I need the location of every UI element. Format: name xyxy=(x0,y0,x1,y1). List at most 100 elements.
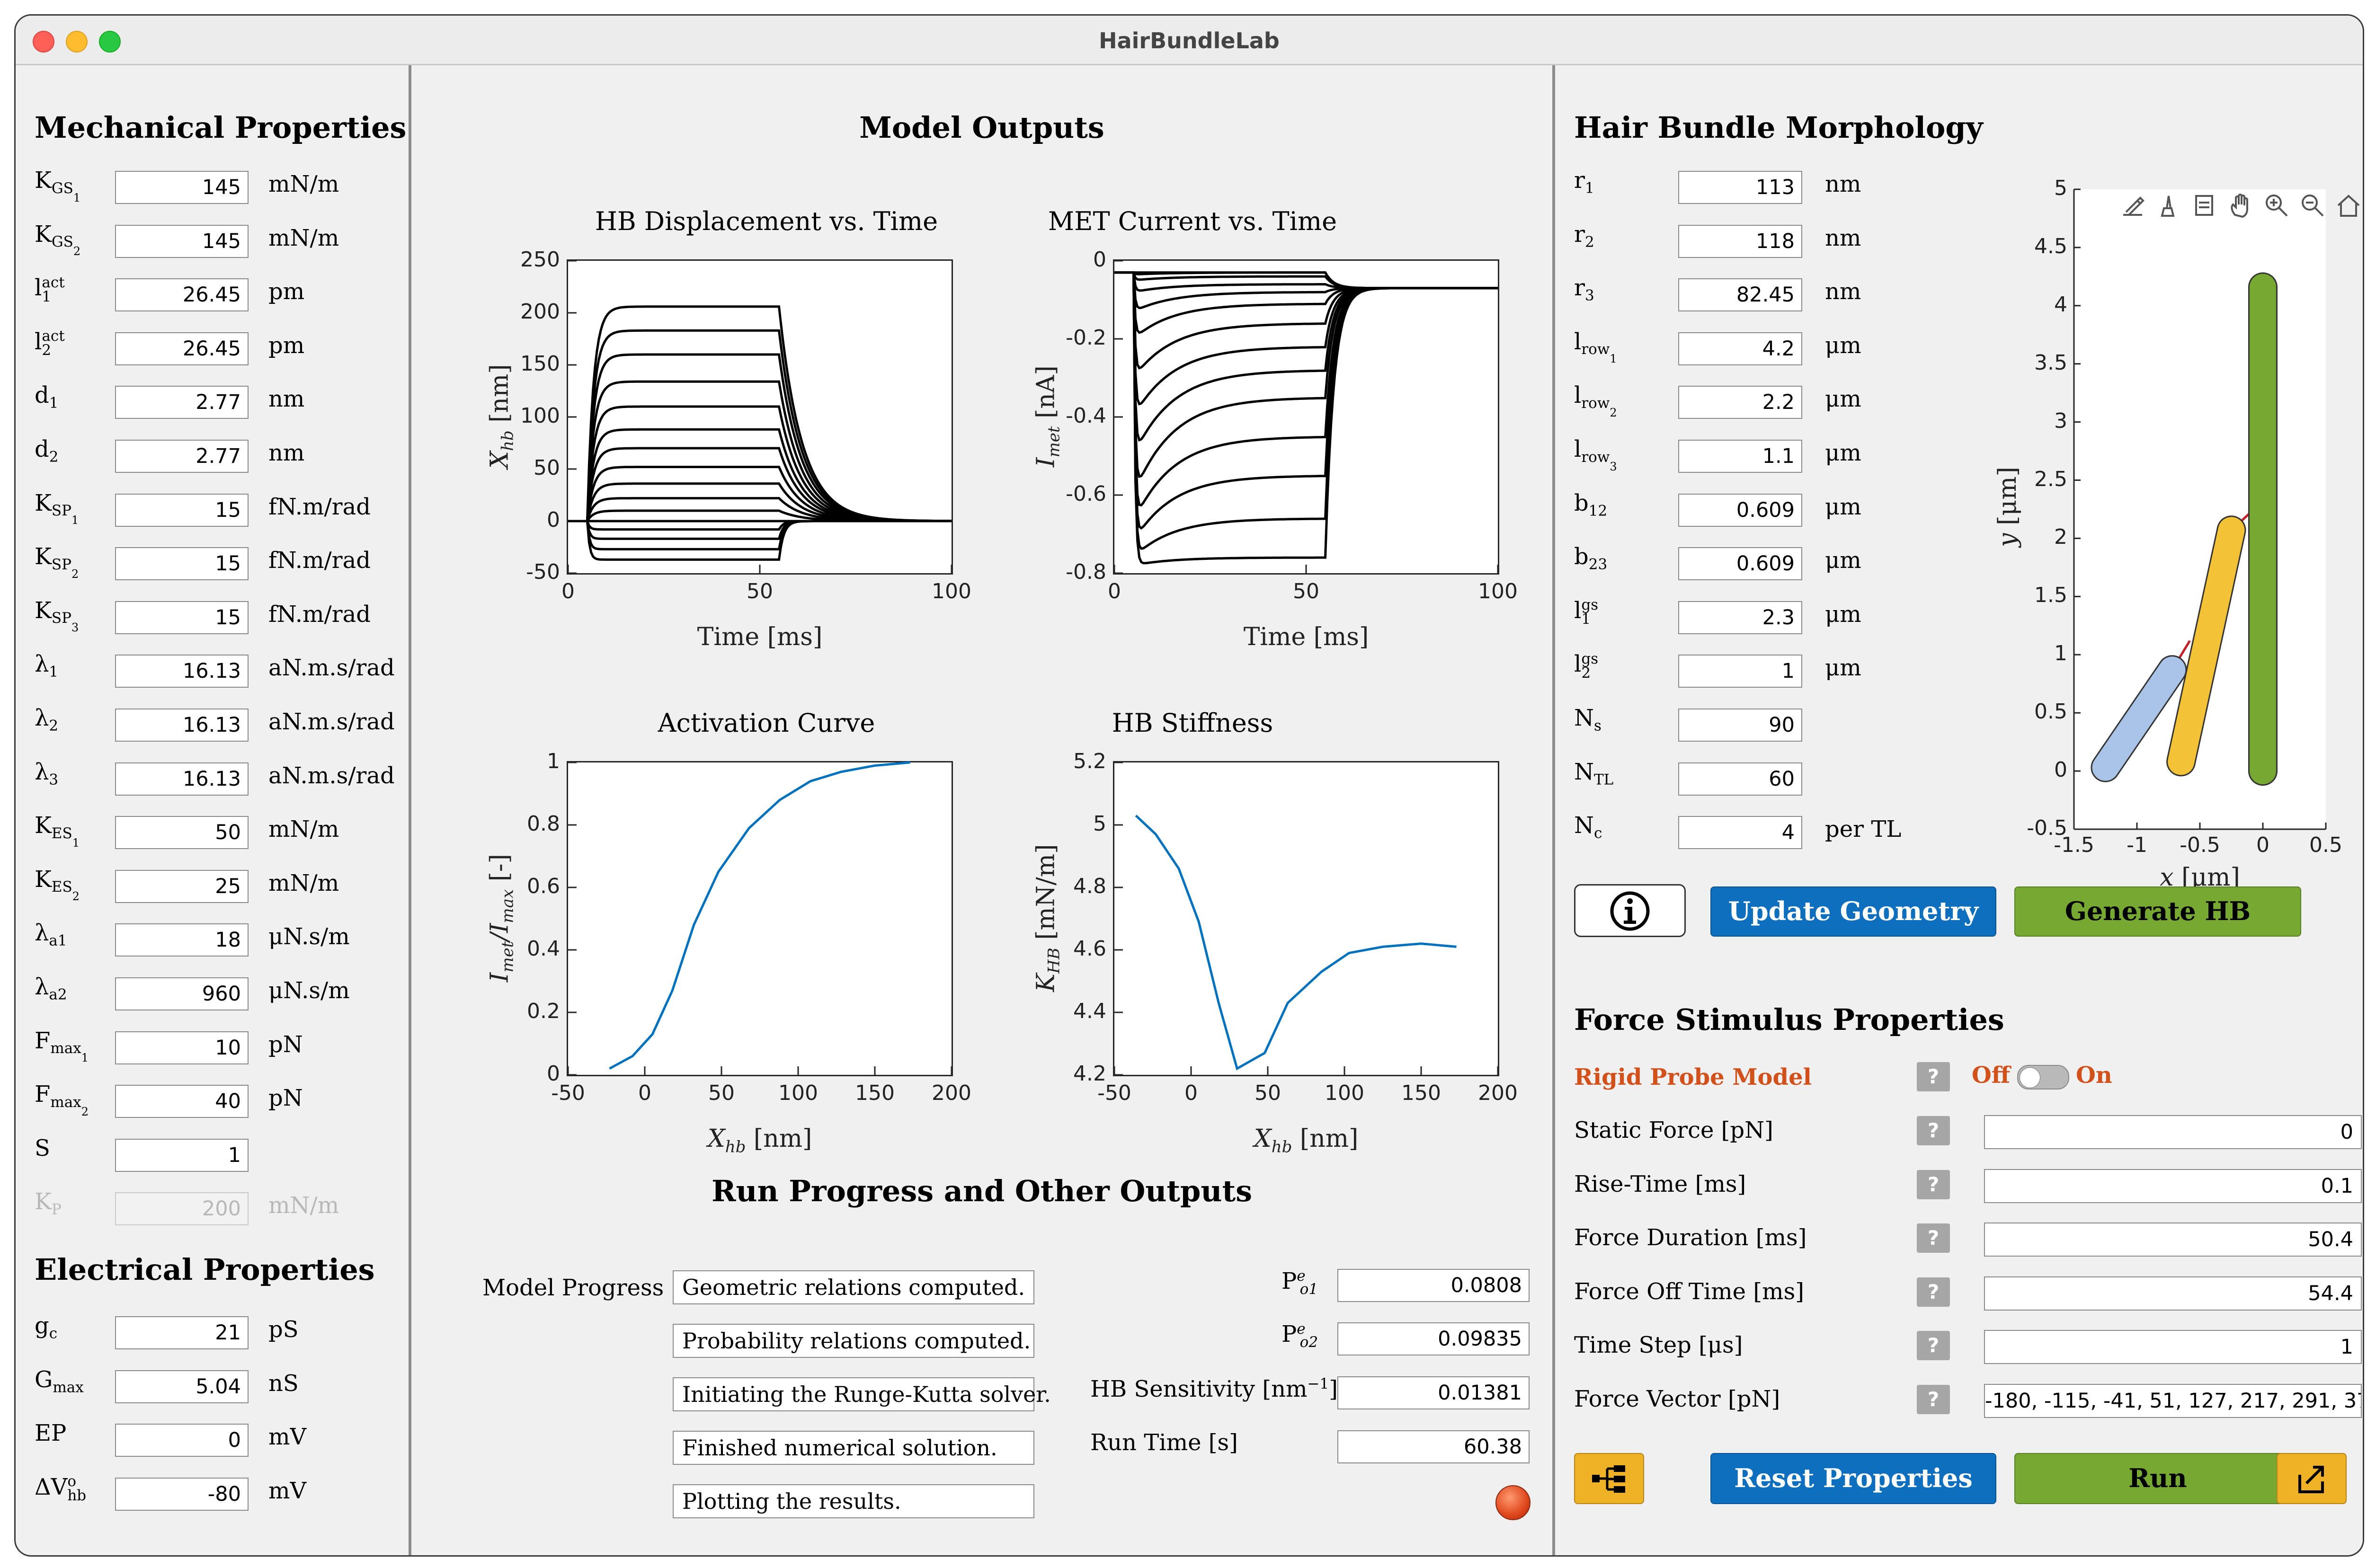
force-field-help-button-1[interactable]: ? xyxy=(1917,1169,1950,1199)
rigid-probe-toggle[interactable] xyxy=(2017,1065,2069,1090)
update-geometry-button[interactable]: Update Geometry xyxy=(1710,886,1996,937)
home-icon[interactable] xyxy=(2334,191,2363,220)
elec-input-1[interactable]: 5.04 xyxy=(115,1370,249,1403)
force-field-help-button-5[interactable]: ? xyxy=(1917,1385,1950,1414)
mech-input-0[interactable]: 145 xyxy=(115,171,249,204)
elec-input-3[interactable]: -80 xyxy=(115,1477,249,1511)
geometry-ytick-5: 2 xyxy=(2054,525,2067,549)
force-field-help-button-4[interactable]: ? xyxy=(1917,1331,1950,1361)
force-field-input-5[interactable]: -180, -115, -41, 51, 127, 217, 291, 37 xyxy=(1984,1384,2362,1418)
brush-edit-icon[interactable] xyxy=(2118,191,2147,220)
force-field-help-button-0[interactable]: ? xyxy=(1917,1116,1950,1145)
force-field-input-3[interactable]: 54.4 xyxy=(1984,1276,2362,1311)
mech-label-8: KSP3 xyxy=(35,597,79,635)
mech-input-13[interactable]: 25 xyxy=(115,869,249,903)
geometry-axes[interactable] xyxy=(2073,188,2327,830)
close-window-button[interactable] xyxy=(33,31,54,53)
geometry-xtick-1: -1 xyxy=(2127,833,2147,857)
morph-label-7: b23 xyxy=(1574,543,1608,573)
stiff-ytick-2: 4.6 xyxy=(1073,937,1106,961)
generate-hb-button[interactable]: Generate HB xyxy=(2014,886,2301,937)
force-field-input-0[interactable]: 0 xyxy=(1984,1115,2362,1149)
mech-input-5[interactable]: 2.77 xyxy=(115,440,249,473)
mech-input-3[interactable]: 26.45 xyxy=(115,332,249,365)
run-status-lamp xyxy=(1495,1485,1531,1520)
morph-input-4[interactable]: 2.2 xyxy=(1678,386,1802,419)
morph-input-6[interactable]: 0.609 xyxy=(1678,493,1802,527)
mech-input-2[interactable]: 26.45 xyxy=(115,278,249,312)
force-field-input-1[interactable]: 0.1 xyxy=(1984,1169,2362,1203)
morph-input-11[interactable]: 60 xyxy=(1678,762,1802,796)
mech-label-1: KGS2 xyxy=(35,221,81,258)
act-ytick-4: 0.8 xyxy=(527,812,560,836)
model-outputs-title: Model Outputs xyxy=(859,110,1104,145)
progress-message-1: Probability relations computed. xyxy=(673,1324,1034,1358)
stiff-axes[interactable] xyxy=(1113,761,1499,1076)
disp-xtick-1: 50 xyxy=(747,579,773,603)
zoom-out-icon[interactable] xyxy=(2298,191,2327,220)
stiff-chart-title: HB Stiffness xyxy=(1112,708,1273,738)
hierarchy-button[interactable] xyxy=(1574,1453,1644,1504)
export-button[interactable] xyxy=(2277,1453,2347,1504)
run-button[interactable]: Run xyxy=(2014,1453,2301,1504)
morph-input-8[interactable]: 2.3 xyxy=(1678,601,1802,634)
morph-input-12[interactable]: 4 xyxy=(1678,816,1802,850)
morph-input-3[interactable]: 4.2 xyxy=(1678,332,1802,365)
met-plot xyxy=(1113,260,1499,574)
mech-input-6[interactable]: 15 xyxy=(115,493,249,527)
zoom-in-icon[interactable] xyxy=(2262,191,2291,220)
force-field-help-button-2[interactable]: ? xyxy=(1917,1223,1950,1253)
mech-input-12[interactable]: 50 xyxy=(115,816,249,850)
elec-input-2[interactable]: 0 xyxy=(115,1424,249,1457)
mech-input-8[interactable]: 15 xyxy=(115,601,249,634)
met-ytick-0: -0.8 xyxy=(1066,560,1106,584)
mech-input-4[interactable]: 2.77 xyxy=(115,386,249,419)
act-xtick-5: 200 xyxy=(932,1081,971,1105)
mech-input-14[interactable]: 18 xyxy=(115,923,249,957)
morph-input-9[interactable]: 1 xyxy=(1678,655,1802,688)
mech-input-1[interactable]: 145 xyxy=(115,224,249,258)
datatip-icon[interactable] xyxy=(2190,191,2219,220)
morph-input-7[interactable]: 0.609 xyxy=(1678,547,1802,581)
mech-input-16[interactable]: 10 xyxy=(115,1031,249,1064)
brush-icon[interactable] xyxy=(2154,191,2183,220)
mech-unit-8: fN.m/rad xyxy=(268,601,371,628)
morph-input-0[interactable]: 113 xyxy=(1678,171,1802,204)
morph-input-1[interactable]: 118 xyxy=(1678,224,1802,258)
morph-input-2[interactable]: 82.45 xyxy=(1678,278,1802,312)
met-trace-1 xyxy=(1114,271,1498,290)
mech-input-15[interactable]: 960 xyxy=(115,977,249,1010)
act-xtick-3: 100 xyxy=(778,1081,818,1105)
disp-trace-7 xyxy=(568,482,952,523)
morph-input-10[interactable]: 90 xyxy=(1678,709,1802,742)
elec-input-0[interactable]: 21 xyxy=(115,1316,249,1349)
mech-input-11[interactable]: 16.13 xyxy=(115,762,249,796)
mech-input-9[interactable]: 16.13 xyxy=(115,655,249,688)
minimize-window-button[interactable] xyxy=(66,31,88,53)
act-axes[interactable] xyxy=(567,761,953,1076)
info-button[interactable] xyxy=(1574,884,1686,937)
met-ytick-3: -0.2 xyxy=(1066,326,1106,350)
mech-input-7[interactable]: 15 xyxy=(115,547,249,581)
force-field-help-button-3[interactable]: ? xyxy=(1917,1277,1950,1307)
mech-input-17[interactable]: 40 xyxy=(115,1085,249,1118)
disp-axes[interactable] xyxy=(567,259,953,575)
rigid-probe-help-button[interactable]: ? xyxy=(1917,1062,1950,1091)
mech-unit-10: aN.m.s/rad xyxy=(268,709,395,735)
pan-hand-icon[interactable] xyxy=(2226,191,2255,220)
geometry-ytick-10: 4.5 xyxy=(2034,234,2067,258)
stereocilium-1 xyxy=(2168,517,2245,775)
morph-input-5[interactable]: 1.1 xyxy=(1678,440,1802,473)
mech-input-18[interactable]: 1 xyxy=(115,1138,249,1172)
mech-input-10[interactable]: 16.13 xyxy=(115,709,249,742)
mech-unit-15: μN.s/m xyxy=(268,977,350,1004)
pe-o2-value: 0.09835 xyxy=(1337,1322,1530,1355)
geometry-xtick-4: 0.5 xyxy=(2309,833,2342,857)
met-axes[interactable] xyxy=(1113,259,1499,575)
zoom-window-button[interactable] xyxy=(99,31,121,53)
reset-properties-button[interactable]: Reset Properties xyxy=(1710,1453,1996,1504)
disp-trace-11 xyxy=(568,405,952,523)
stiff-xtick-4: 150 xyxy=(1401,1081,1441,1105)
force-field-input-4[interactable]: 1 xyxy=(1984,1330,2362,1364)
force-field-input-2[interactable]: 50.4 xyxy=(1984,1223,2362,1257)
